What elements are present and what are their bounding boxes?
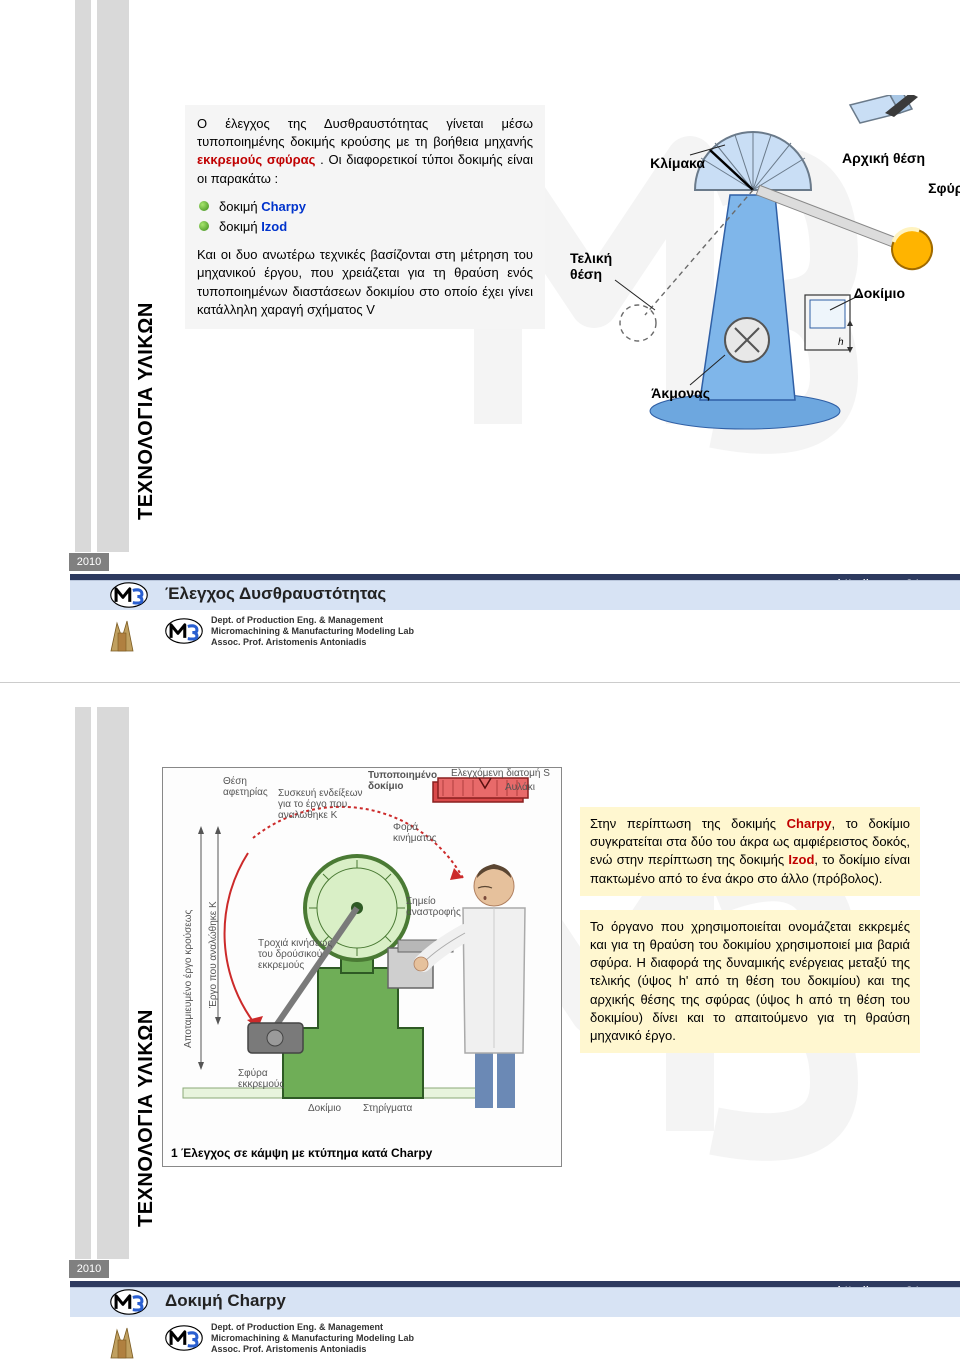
diagram-label-initial: Αρχική θέση xyxy=(842,150,925,166)
test-type-list: δοκιμή Charpy δοκιμή Izod xyxy=(197,198,533,236)
bullet-prefix: δοκιμή xyxy=(219,199,261,214)
fig-label-hammer: Σφύρα εκκρεμούς xyxy=(238,1068,298,1090)
intro-text-a: Ο έλεγχος της Δυσθραυστότητας γίνεται μέ… xyxy=(197,116,533,149)
fig-label-std-specimen: Τυποποιημένο δοκίμιο xyxy=(368,770,438,792)
bullet-prefix: δοκιμή xyxy=(219,219,261,234)
slide2-text-box: Στην περίπτωση της δοκιμής Charpy, το δο… xyxy=(580,807,920,1053)
slide-title: Δοκιμή Charpy xyxy=(165,1291,286,1311)
fig-label-groove: Αυλάκι xyxy=(505,782,535,793)
vertical-section-label: ΤΕΧΝΟΛΟΓΙΑ ΥΛΙΚΩΝ xyxy=(135,302,158,520)
department-lines: Dept. of Production Eng. & Management Mi… xyxy=(211,1322,414,1354)
list-item: δοκιμή Charpy xyxy=(215,198,533,216)
fig-label-release: Θέση αφετηρίας xyxy=(223,776,283,798)
slide-divider xyxy=(0,660,960,707)
diagram-label-scale: Κλίμακα xyxy=(650,155,705,171)
department-block: Dept. of Production Eng. & Management Mi… xyxy=(165,1322,414,1354)
pendulum-diagram: h xyxy=(580,95,935,435)
fig-label-work-k: Έργο που αναλώθηκε K xyxy=(208,838,219,1008)
fig-label-supports: Στηρίγματα xyxy=(363,1103,412,1114)
intro-paragraph-2: Και οι δυο ανωτέρω τεχνικές βασίζονται σ… xyxy=(197,246,533,319)
dept-line: Assoc. Prof. Aristomenis Antoniadis xyxy=(211,1344,414,1355)
list-item: δοκιμή Izod xyxy=(215,218,533,236)
diagram-label-anvil: Άκμονας xyxy=(651,385,710,401)
bullet-term-izod: Izod xyxy=(261,219,287,234)
year-badge: 2010 xyxy=(69,553,109,571)
left-margin-bar-inner xyxy=(97,707,129,1259)
fig-label-axis: Τροχιά κινήσεως του δρούσικού εκκρεμούς xyxy=(258,938,333,971)
vertical-section-label: ΤΕΧΝΟΛΟΓΙΑ ΥΛΙΚΩΝ xyxy=(135,1009,158,1227)
slide-2: ΤΕΧΝΟΛΟΓΙΑ ΥΛΙΚΩΝ xyxy=(0,707,960,1367)
department-lines: Dept. of Production Eng. & Management Mi… xyxy=(211,615,414,647)
left-margin-bar-outer xyxy=(75,707,91,1259)
fig-label-stored-work: Αποταμιευμένο έργο κρούσεως xyxy=(183,848,194,1048)
bullet-term-charpy: Charpy xyxy=(261,199,306,214)
diagram-label-specimen: Δοκίμιο xyxy=(854,285,905,301)
p1-a: Στην περίπτωση της δοκιμής xyxy=(590,816,787,831)
m3-logo-icon xyxy=(110,582,148,608)
fig-label-section: Ελεγχόμενη διατομή S xyxy=(451,768,551,779)
department-block: Dept. of Production Eng. & Management Mi… xyxy=(165,615,414,647)
svg-text:h: h xyxy=(838,337,844,348)
diagram-label-hammer: Σφύρα xyxy=(928,180,960,196)
m3-logo-icon xyxy=(165,1325,203,1351)
dept-line: Dept. of Production Eng. & Management xyxy=(211,615,414,626)
left-margin-bar-outer xyxy=(75,0,91,552)
year-badge: 2010 xyxy=(69,1260,109,1278)
dept-line: Micromachining & Manufacturing Modeling … xyxy=(211,626,414,637)
fig-label-pivot: Σημείο αναστροφής xyxy=(406,896,476,918)
p1-izod: Izod xyxy=(788,852,814,867)
intro-paragraph: Ο έλεγχος της Δυσθραυστότητας γίνεται μέ… xyxy=(197,115,533,188)
slide2-paragraph-1: Στην περίπτωση της δοκιμής Charpy, το δο… xyxy=(580,807,920,896)
figure-caption: 1 Έλεγχος σε κάμψη με κτύπημα κατά Charp… xyxy=(171,1146,432,1160)
m3-logo-icon xyxy=(165,618,203,644)
p1-charpy: Charpy xyxy=(787,816,832,831)
university-crest-icon xyxy=(107,1320,137,1360)
intro-highlight-red: εκκρεμούς σφύρας xyxy=(197,152,315,167)
diagram-label-final: Τελική θέση xyxy=(570,250,625,282)
fig-label-indicator: Συσκευή ενδείξεων για το έργο που αναλώθ… xyxy=(278,788,373,821)
dept-line: Dept. of Production Eng. & Management xyxy=(211,1322,414,1333)
slide2-paragraph-2: Το όργανο που χρησιμοποιείται ονομάζεται… xyxy=(580,910,920,1053)
left-margin-bar-inner xyxy=(97,0,129,552)
charpy-machine-figure: Θέση αφετηρίας Συσκευή ενδείξεων για το … xyxy=(162,767,562,1167)
slide-title: Έλεγχος Δυσθραυστότητας xyxy=(165,584,386,604)
slide-1: ΤΕΧΝΟΛΟΓΙΑ ΥΛΙΚΩΝ Ο έλεγχος της Δυσθραυσ… xyxy=(0,0,960,660)
charpy-machine-illustration xyxy=(163,768,561,1166)
fig-label-swing: Φορά κινήματος xyxy=(393,822,453,844)
dept-line: Micromachining & Manufacturing Modeling … xyxy=(211,1333,414,1344)
intro-text-box: Ο έλεγχος της Δυσθραυστότητας γίνεται μέ… xyxy=(185,105,545,329)
m3-logo-icon xyxy=(110,1289,148,1315)
fig-label-specimen: Δοκίμιο xyxy=(308,1103,341,1114)
dept-line: Assoc. Prof. Aristomenis Antoniadis xyxy=(211,637,414,648)
university-crest-icon xyxy=(107,613,137,653)
